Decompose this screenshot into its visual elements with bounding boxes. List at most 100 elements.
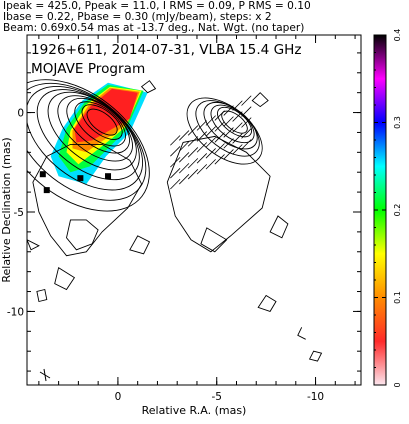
axis-tick-labels: 0 -5 -10 0 -5 -10 — [7, 108, 324, 403]
evpa-tick — [232, 144, 243, 155]
pol-contour-level — [186, 97, 263, 165]
evpa-tick — [241, 139, 252, 150]
pol-contour-island — [308, 350, 323, 362]
evpa-tick — [214, 132, 225, 143]
colormap-speck — [77, 175, 84, 182]
evpa-tick — [241, 95, 252, 106]
y-tick-label: -10 — [7, 306, 24, 318]
evpa-tick — [214, 121, 225, 132]
contour-island — [140, 80, 157, 94]
evpa-tick — [232, 122, 243, 133]
y-tick-label: -5 — [14, 207, 24, 219]
x-tick-label: -10 — [307, 391, 324, 403]
header-levels-line: Ibase = 0.22, Pbase = 0.30 (mJy/beam), s… — [3, 11, 272, 23]
evpa-tick — [187, 158, 199, 169]
header-beam-line: Beam: 0.69x0.54 mas at -13.7 deg., Nat. … — [3, 22, 305, 34]
chart-title: 1926+611, 2014-07-31, VLBA 15.4 GHz — [31, 42, 302, 58]
contour-level — [81, 104, 123, 140]
evpa-tick — [178, 174, 190, 185]
evpa-tick — [187, 125, 199, 136]
evpa-tick — [241, 128, 252, 139]
pol-contour-island — [297, 327, 306, 340]
evpa-tick — [196, 131, 208, 142]
colormap-speck — [105, 173, 112, 180]
evpa-tick — [223, 116, 234, 127]
pol-contour-island — [269, 215, 289, 239]
x-axis-label: Relative R.A. (mas) — [142, 404, 247, 417]
evpa-tick — [187, 169, 199, 180]
evpa-tick — [205, 148, 216, 159]
pol-contour-jet — [166, 135, 271, 253]
evpa-tick — [178, 163, 190, 174]
evpa-tick — [232, 133, 243, 144]
colorbar-tick-label: 0.1 — [393, 291, 402, 304]
fractional-polarization-colormap — [39, 82, 148, 194]
evpa-tick — [170, 178, 181, 190]
axis-ticks — [27, 35, 361, 385]
evpa-tick — [241, 117, 252, 128]
evpa-tick — [223, 105, 234, 116]
colorbar-ticks — [374, 34, 386, 386]
evpa-tick — [170, 157, 181, 168]
evpa-tick — [178, 152, 190, 163]
evpa-tick — [196, 153, 208, 164]
evpa-tick — [205, 126, 216, 137]
evpa-tick — [170, 146, 181, 157]
evpa-tick — [205, 159, 216, 170]
colorbar-tick-labels: 0 0.1 0.2 0.3 0.4 — [393, 29, 402, 388]
pol-contour-knot — [200, 227, 228, 253]
evpa-tick — [232, 100, 243, 111]
pol-contour-level — [217, 106, 253, 138]
contour-jet-knot — [54, 266, 76, 291]
x-tick-label: 0 — [115, 391, 122, 403]
evpa-tick — [187, 136, 199, 147]
evpa-tick — [214, 143, 225, 154]
evpa-tick — [196, 142, 208, 153]
colorbar-tick-label: 0 — [393, 382, 402, 387]
header-stats-line: Ipeak = 425.0, Ppeak = 11.0, I RMS = 0.0… — [3, 0, 311, 12]
evpa-tick — [241, 106, 252, 117]
evpa-tick — [196, 164, 208, 175]
evpa-vectors — [170, 95, 252, 190]
pol-contour-island — [257, 294, 277, 312]
evpa-tick — [223, 127, 234, 138]
evpa-tick — [205, 137, 216, 148]
contour-island — [129, 235, 151, 255]
contour-level — [86, 108, 118, 136]
colorbar-tick-label: 0.2 — [393, 204, 402, 217]
contour-level — [57, 95, 133, 162]
contour-level — [27, 79, 150, 212]
pol-contour-island — [251, 92, 269, 108]
y-tick-label: 0 — [17, 108, 24, 120]
evpa-tick — [223, 138, 234, 149]
contour-jet-knot — [66, 219, 99, 251]
colorbar-tick-label: 0.3 — [393, 116, 402, 129]
chart-subtitle: MOJAVE Program — [31, 61, 145, 77]
contour-jet — [32, 143, 143, 257]
evpa-tick — [232, 111, 243, 122]
evpa-tick — [170, 135, 181, 146]
y-axis-label: Relative Declination (mas) — [0, 137, 13, 282]
evpa-tick — [223, 149, 234, 160]
evpa-tick — [170, 168, 181, 179]
colormap-speck — [43, 187, 50, 194]
evpa-tick — [214, 110, 225, 121]
contour-island — [36, 288, 48, 303]
beam-symbol — [39, 368, 51, 382]
colorbar-tick-label: 0.4 — [393, 29, 402, 42]
contour-island — [27, 239, 40, 251]
x-tick-label: -5 — [211, 391, 221, 403]
contour-level — [74, 101, 126, 147]
evpa-tick — [196, 120, 208, 131]
plot-frame — [26, 34, 362, 386]
total-intensity-contours — [27, 79, 157, 303]
polarization-contours — [166, 92, 323, 362]
colormap-speck — [39, 171, 46, 178]
evpa-tick — [187, 147, 199, 158]
colormap-band — [74, 88, 138, 143]
evpa-tick — [178, 141, 190, 152]
evpa-tick — [205, 115, 216, 126]
contour-level — [27, 85, 144, 191]
evpa-tick — [214, 154, 225, 165]
